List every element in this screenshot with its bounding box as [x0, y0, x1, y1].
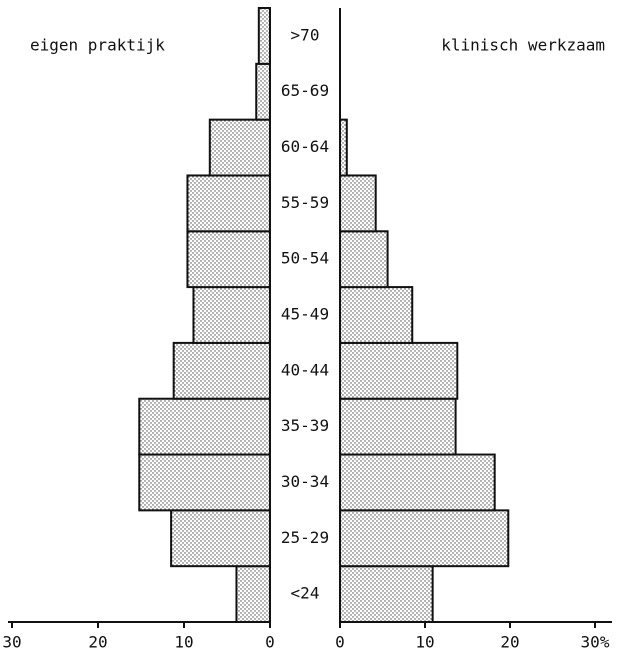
bar	[339, 118, 348, 177]
x-tick-label: 20	[88, 633, 107, 652]
bar	[255, 62, 271, 121]
series-title: klinisch werkzaam	[441, 36, 605, 55]
category-label: 25-29	[281, 528, 329, 547]
category-label: 60-64	[281, 137, 329, 156]
category-label: 45-49	[281, 305, 329, 324]
category-label: 40-44	[281, 360, 329, 379]
bar	[138, 397, 271, 456]
category-label: 65-69	[281, 81, 329, 100]
bar	[186, 174, 271, 233]
x-tick-label: 10	[415, 633, 434, 652]
x-tick-label: 30	[2, 633, 21, 652]
x-tick-label: 0	[265, 633, 275, 652]
category-label: <24	[291, 584, 320, 603]
bar	[138, 453, 271, 512]
bar	[339, 174, 377, 233]
x-tick-label: 30%	[581, 633, 610, 652]
bar	[192, 286, 272, 344]
bar	[235, 565, 272, 624]
category-label: >70	[291, 25, 320, 44]
bar	[257, 7, 272, 65]
x-tick-label: 0	[335, 633, 345, 652]
bar	[339, 341, 459, 400]
bar	[186, 230, 271, 289]
category-label: 35-39	[281, 416, 329, 435]
bar	[172, 341, 271, 400]
bar	[339, 230, 389, 289]
bar	[339, 397, 457, 456]
bar	[339, 286, 414, 344]
bar	[339, 565, 434, 624]
bar	[339, 509, 510, 568]
series-title: eigen praktijk	[30, 36, 165, 55]
category-label: 50-54	[281, 249, 329, 268]
bar	[339, 453, 496, 512]
x-tick-label: 20	[500, 633, 519, 652]
bar	[208, 118, 272, 177]
x-tick-label: 10	[174, 633, 193, 652]
bar	[170, 509, 272, 568]
category-label: 55-59	[281, 193, 329, 212]
category-label: 30-34	[281, 472, 329, 491]
